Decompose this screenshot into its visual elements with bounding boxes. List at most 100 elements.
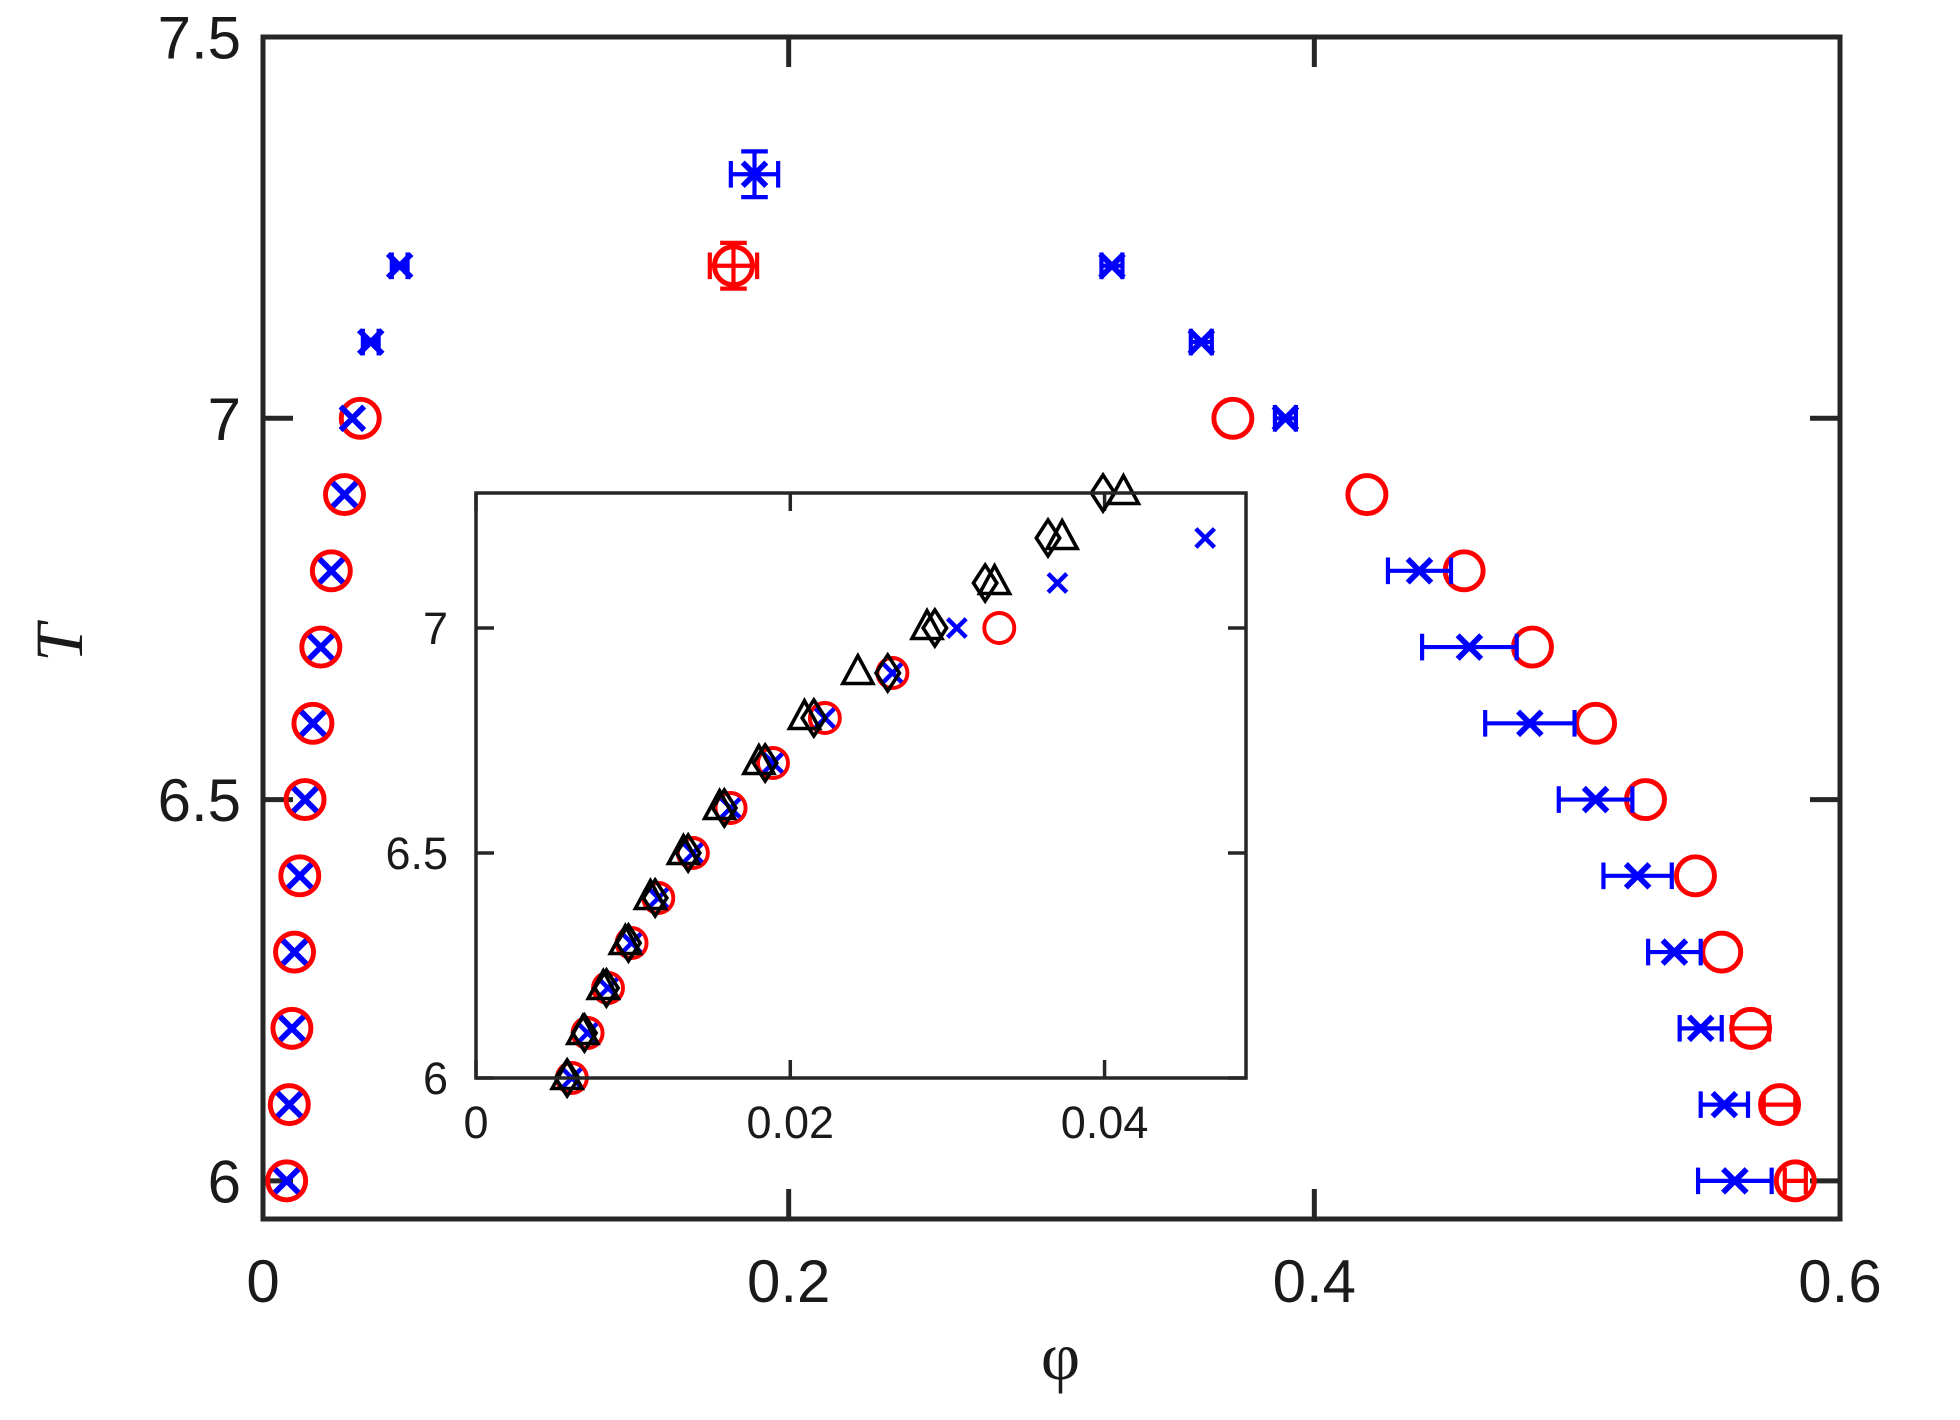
inset-data-point bbox=[1046, 572, 1069, 594]
main-data-point bbox=[330, 480, 359, 509]
inset-plot: 0 0.02 0.04 6 6.5 7 bbox=[385, 471, 1248, 1148]
inset-data-point bbox=[641, 876, 669, 920]
inset-data-point bbox=[549, 1056, 586, 1091]
main-series-blue-crosses bbox=[272, 149, 1774, 1195]
inset-series-black-triangles bbox=[549, 471, 1142, 1091]
main-x-tick-label: 0.6 bbox=[1798, 1248, 1881, 1315]
main-data-point bbox=[299, 625, 343, 669]
x-axis-title: φ bbox=[1041, 1318, 1080, 1394]
inset-data-point bbox=[945, 617, 968, 639]
main-data-point bbox=[1098, 251, 1126, 280]
inset-data-point bbox=[564, 1011, 601, 1046]
inset-data-point bbox=[1194, 527, 1217, 549]
main-data-point bbox=[707, 240, 760, 291]
inset-axes-frame bbox=[474, 491, 1248, 1080]
inset-data-point bbox=[632, 876, 669, 911]
inset-data-point bbox=[713, 791, 748, 825]
main-data-point bbox=[1187, 328, 1216, 356]
inset-y-tick-label: 6.5 bbox=[385, 828, 448, 879]
main-data-point bbox=[299, 709, 327, 738]
inset-data-point bbox=[982, 611, 1017, 645]
inset-data-point bbox=[665, 831, 702, 866]
main-data-point bbox=[1773, 1159, 1817, 1203]
main-data-point bbox=[1483, 709, 1577, 738]
main-data-point bbox=[1646, 938, 1703, 966]
main-data-point bbox=[338, 396, 382, 440]
main-data-point bbox=[267, 1083, 311, 1127]
main-data-point bbox=[273, 930, 317, 974]
main-data-point bbox=[1271, 404, 1300, 433]
main-data-point bbox=[275, 1090, 304, 1119]
inset-data-point bbox=[976, 561, 1013, 596]
inset-data-point bbox=[971, 561, 999, 605]
main-data-point bbox=[272, 1167, 301, 1195]
main-data-point bbox=[356, 328, 385, 356]
main-x-tick-label: 0 bbox=[246, 1248, 279, 1315]
main-data-point bbox=[278, 854, 322, 898]
main-data-point bbox=[1211, 396, 1255, 440]
main-y-error-bar bbox=[720, 240, 747, 291]
main-data-point bbox=[291, 785, 319, 814]
inset-data-point bbox=[751, 741, 779, 785]
main-data-point bbox=[278, 1014, 306, 1043]
main-data-point bbox=[1556, 785, 1635, 814]
main-x-error-bar bbox=[1782, 1167, 1808, 1195]
main-data-point bbox=[270, 1006, 314, 1050]
main-data-point bbox=[1758, 1083, 1802, 1127]
main-y-tick-label: 7.5 bbox=[158, 5, 241, 72]
main-x-tick-label: 0.4 bbox=[1273, 1248, 1356, 1315]
main-data-point bbox=[1673, 854, 1717, 898]
main-data-point bbox=[317, 557, 346, 585]
main-data-point bbox=[1698, 1090, 1751, 1119]
main-data-point bbox=[1345, 473, 1389, 517]
inset-data-point bbox=[701, 786, 738, 821]
inset-data-point bbox=[607, 921, 644, 956]
inset-y-tick-label: 6 bbox=[423, 1053, 448, 1104]
inset-data-point bbox=[921, 606, 949, 650]
inset-data-point bbox=[873, 651, 902, 695]
inset-data-point bbox=[1105, 471, 1142, 506]
main-data-point bbox=[1601, 862, 1674, 890]
main-data-point bbox=[309, 549, 353, 593]
main-data-point bbox=[728, 149, 781, 200]
main-data-point bbox=[1677, 1014, 1724, 1043]
main-data-point bbox=[265, 1159, 309, 1203]
inset-x-tick-label: 0 bbox=[463, 1097, 488, 1148]
inset-data-point bbox=[710, 786, 739, 830]
inset-x-tick-label: 0.02 bbox=[746, 1097, 834, 1148]
main-data-point bbox=[1385, 557, 1454, 585]
main-data-point bbox=[291, 701, 335, 745]
inset-plot-background bbox=[476, 493, 1246, 1078]
inset-data-point bbox=[1089, 471, 1117, 515]
main-data-point bbox=[1695, 1167, 1774, 1195]
main-y-tick-label: 6 bbox=[208, 1148, 241, 1215]
inset-data-point bbox=[800, 696, 828, 740]
inset-data-point bbox=[1044, 516, 1081, 551]
main-y-tick-label: 7 bbox=[208, 386, 241, 453]
main-data-point bbox=[338, 404, 367, 433]
inset-data-point bbox=[807, 701, 842, 735]
inset-data-point bbox=[740, 741, 777, 776]
inset-data-point bbox=[881, 662, 904, 684]
inset-data-point bbox=[585, 966, 622, 1001]
main-x-tick-label: 0.2 bbox=[747, 1248, 830, 1315]
inset-data-point bbox=[839, 651, 876, 686]
main-data-point bbox=[1420, 633, 1519, 661]
main-data-point bbox=[323, 473, 366, 517]
main-data-point bbox=[286, 862, 314, 890]
inset-series-black-diamonds bbox=[553, 471, 1117, 1100]
main-data-point bbox=[1729, 1006, 1773, 1050]
inset-data-point bbox=[674, 831, 702, 875]
main-data-point bbox=[307, 633, 335, 661]
main-axes-frame bbox=[260, 34, 1843, 1222]
inset-data-point bbox=[786, 696, 823, 731]
inset-data-point bbox=[908, 606, 946, 641]
main-y-tick-label: 6.5 bbox=[158, 767, 241, 834]
inset-data-point bbox=[756, 746, 790, 780]
main-data-point bbox=[283, 778, 327, 822]
y-axis-title: T bbox=[21, 620, 97, 662]
main-data-point bbox=[280, 938, 309, 966]
inset-y-tick-label: 7 bbox=[423, 603, 448, 654]
main-data-point bbox=[385, 251, 414, 280]
